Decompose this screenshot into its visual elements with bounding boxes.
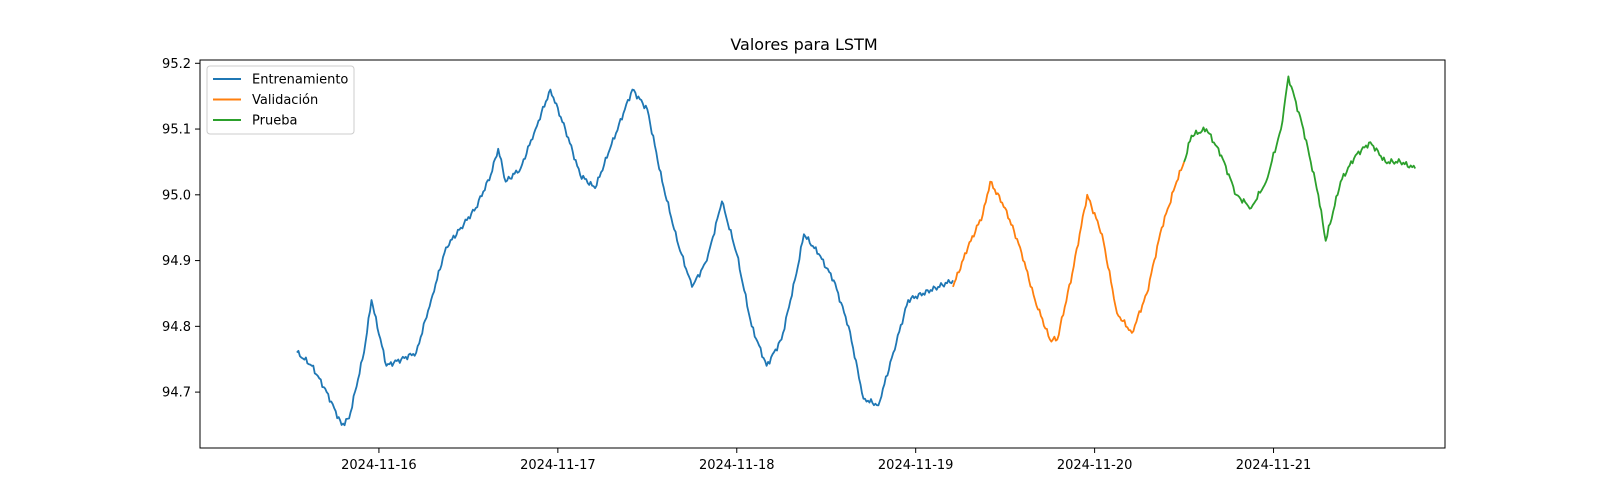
legend: Entrenamiento Validación Prueba xyxy=(206,65,355,135)
y-tick-label-6: 95.2 xyxy=(162,57,191,72)
legend-label-1: Entrenamiento xyxy=(252,73,348,88)
series-line-3 xyxy=(1183,75,1416,242)
y-tick-label-5: 95.1 xyxy=(162,123,191,138)
x-axis: 2024-11-16 2024-11-17 2024-11-18 2024-11-19… xyxy=(341,448,1311,473)
x-tick-label-1: 2024-11-16 xyxy=(341,458,417,473)
x-tick-label-2: 2024-11-17 xyxy=(520,458,596,473)
y-axis: 94.7 94.8 94.9 95.0 95.1 95.2 xyxy=(162,57,200,401)
y-tick-label-1: 94.7 xyxy=(162,386,191,401)
x-tick-label-6: 2024-11-21 xyxy=(1236,458,1312,473)
plot-frame xyxy=(199,59,1446,449)
legend-box xyxy=(206,65,355,135)
y-tick-label-3: 94.9 xyxy=(162,254,191,269)
legend-label-2: Validación xyxy=(252,93,318,108)
y-tick-label-2: 94.8 xyxy=(162,320,191,335)
x-tick-label-4: 2024-11-19 xyxy=(878,458,954,473)
series-line-1 xyxy=(296,88,954,427)
series-line-2 xyxy=(952,161,1185,343)
legend-label-3: Prueba xyxy=(252,114,297,129)
y-tick-label-4: 95.0 xyxy=(162,188,191,203)
chart-title: Valores para LSTM xyxy=(730,35,877,54)
x-tick-label-3: 2024-11-18 xyxy=(699,458,775,473)
x-tick-label-5: 2024-11-20 xyxy=(1057,458,1133,473)
plot-area xyxy=(296,75,1416,427)
